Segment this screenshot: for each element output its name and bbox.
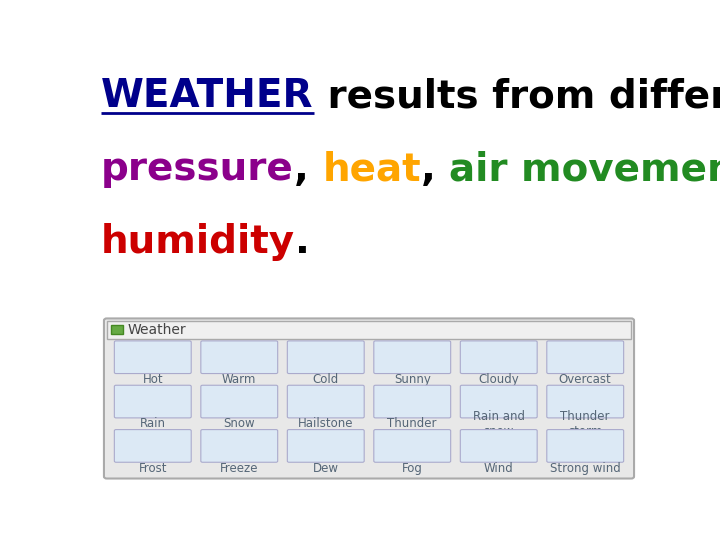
- FancyBboxPatch shape: [460, 385, 537, 418]
- Text: Snow: Snow: [223, 417, 255, 430]
- Text: Wind: Wind: [484, 462, 513, 475]
- FancyBboxPatch shape: [374, 430, 451, 462]
- Text: WEATHER: WEATHER: [101, 77, 314, 115]
- Text: Dew: Dew: [312, 462, 338, 475]
- FancyBboxPatch shape: [201, 341, 278, 374]
- Text: Freeze: Freeze: [220, 462, 258, 475]
- Text: results from differences in: results from differences in: [314, 77, 720, 115]
- Text: Strong wind: Strong wind: [550, 462, 621, 475]
- Text: humidity: humidity: [101, 223, 295, 261]
- Text: Thunder
storm: Thunder storm: [560, 410, 610, 438]
- Text: Cold: Cold: [312, 373, 339, 386]
- FancyBboxPatch shape: [201, 430, 278, 462]
- Text: Hailstone: Hailstone: [298, 417, 354, 430]
- Bar: [111, 325, 124, 334]
- FancyBboxPatch shape: [546, 341, 624, 374]
- FancyBboxPatch shape: [287, 430, 364, 462]
- Text: Sunny: Sunny: [394, 373, 431, 386]
- Text: heat: heat: [323, 150, 421, 188]
- Text: Warm: Warm: [222, 373, 256, 386]
- FancyBboxPatch shape: [546, 430, 624, 462]
- Text: Cloudy: Cloudy: [478, 373, 519, 386]
- FancyBboxPatch shape: [287, 341, 364, 374]
- Text: ,: ,: [294, 150, 323, 188]
- Text: air movement: air movement: [449, 150, 720, 188]
- FancyBboxPatch shape: [114, 341, 192, 374]
- Text: Frost: Frost: [138, 462, 167, 475]
- Text: Rain: Rain: [140, 417, 166, 430]
- FancyBboxPatch shape: [201, 385, 278, 418]
- FancyBboxPatch shape: [114, 385, 192, 418]
- Text: .: .: [295, 223, 310, 261]
- Text: Weather: Weather: [128, 323, 186, 337]
- FancyBboxPatch shape: [374, 341, 451, 374]
- Text: ,: ,: [421, 150, 449, 188]
- FancyBboxPatch shape: [460, 430, 537, 462]
- FancyBboxPatch shape: [546, 385, 624, 418]
- FancyBboxPatch shape: [287, 385, 364, 418]
- FancyBboxPatch shape: [374, 385, 451, 418]
- Text: Overcast: Overcast: [559, 373, 611, 386]
- Text: Thunder: Thunder: [387, 417, 437, 430]
- Bar: [107, 321, 631, 339]
- Text: pressure: pressure: [101, 150, 294, 188]
- Text: Fog: Fog: [402, 462, 423, 475]
- Text: Rain and
snow: Rain and snow: [473, 410, 525, 438]
- FancyBboxPatch shape: [114, 430, 192, 462]
- Text: Hot: Hot: [143, 373, 163, 386]
- FancyBboxPatch shape: [460, 341, 537, 374]
- FancyBboxPatch shape: [104, 319, 634, 478]
